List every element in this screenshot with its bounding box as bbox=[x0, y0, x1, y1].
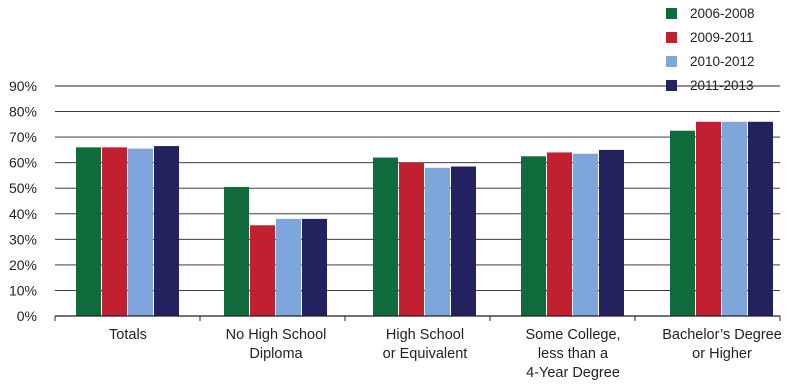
bar bbox=[128, 148, 153, 316]
bar bbox=[302, 218, 327, 316]
category-label: less than a bbox=[538, 346, 609, 362]
bar bbox=[547, 152, 572, 316]
y-axis-ticks: 0% 10% 20% 30% 40% 50% 60% 70% 80% 90% bbox=[9, 78, 37, 324]
category-label: 4-Year Degree bbox=[526, 365, 620, 381]
bar bbox=[670, 130, 695, 316]
y-tick-label: 50% bbox=[9, 180, 37, 196]
y-tick-label: 30% bbox=[9, 231, 37, 247]
y-tick-label: 80% bbox=[9, 104, 37, 120]
category-label: High School bbox=[386, 327, 464, 343]
bar bbox=[521, 156, 546, 316]
bar bbox=[76, 147, 101, 316]
legend-label: 2009-2011 bbox=[690, 30, 754, 45]
legend-swatch bbox=[666, 32, 677, 43]
category-label: Bachelor’s Degree bbox=[662, 327, 782, 343]
category-label: Totals bbox=[109, 327, 147, 343]
legend-swatch bbox=[666, 56, 677, 67]
bar bbox=[373, 157, 398, 316]
bar bbox=[425, 167, 450, 316]
legend-label: 2010-2012 bbox=[690, 54, 755, 69]
category-label: Some College, bbox=[525, 327, 620, 343]
category-label: or Higher bbox=[692, 346, 752, 362]
bar bbox=[696, 121, 721, 317]
category-label: No High School bbox=[226, 327, 327, 343]
bar bbox=[399, 162, 424, 316]
bar bbox=[722, 121, 747, 317]
bar bbox=[250, 225, 275, 316]
legend: 2006-2008 2009-2011 2010-2012 2011-2013 bbox=[666, 6, 755, 93]
category-label: or Equivalent bbox=[383, 346, 468, 362]
y-tick-label: 40% bbox=[9, 206, 37, 222]
y-tick-label: 90% bbox=[9, 78, 37, 94]
bar bbox=[748, 121, 773, 317]
legend-label: 2011-2013 bbox=[690, 78, 754, 93]
bar bbox=[102, 147, 127, 316]
x-axis-categories: Totals No High School Diploma High School or… bbox=[109, 327, 782, 381]
bar bbox=[451, 166, 476, 316]
legend-swatch bbox=[666, 80, 677, 91]
bar bbox=[154, 146, 179, 316]
legend-label: 2006-2008 bbox=[690, 6, 755, 21]
category-label: Diploma bbox=[249, 346, 303, 362]
x-axis bbox=[54, 315, 781, 321]
bars bbox=[76, 121, 773, 317]
legend-swatch bbox=[666, 8, 677, 19]
bar bbox=[276, 218, 301, 316]
bar bbox=[599, 149, 624, 316]
y-tick-label: 10% bbox=[9, 282, 37, 298]
bar bbox=[224, 186, 249, 316]
y-tick-label: 0% bbox=[17, 308, 37, 324]
y-tick-label: 20% bbox=[9, 257, 37, 273]
bar bbox=[573, 153, 598, 316]
y-tick-label: 70% bbox=[9, 129, 37, 145]
y-tick-label: 60% bbox=[9, 155, 37, 171]
